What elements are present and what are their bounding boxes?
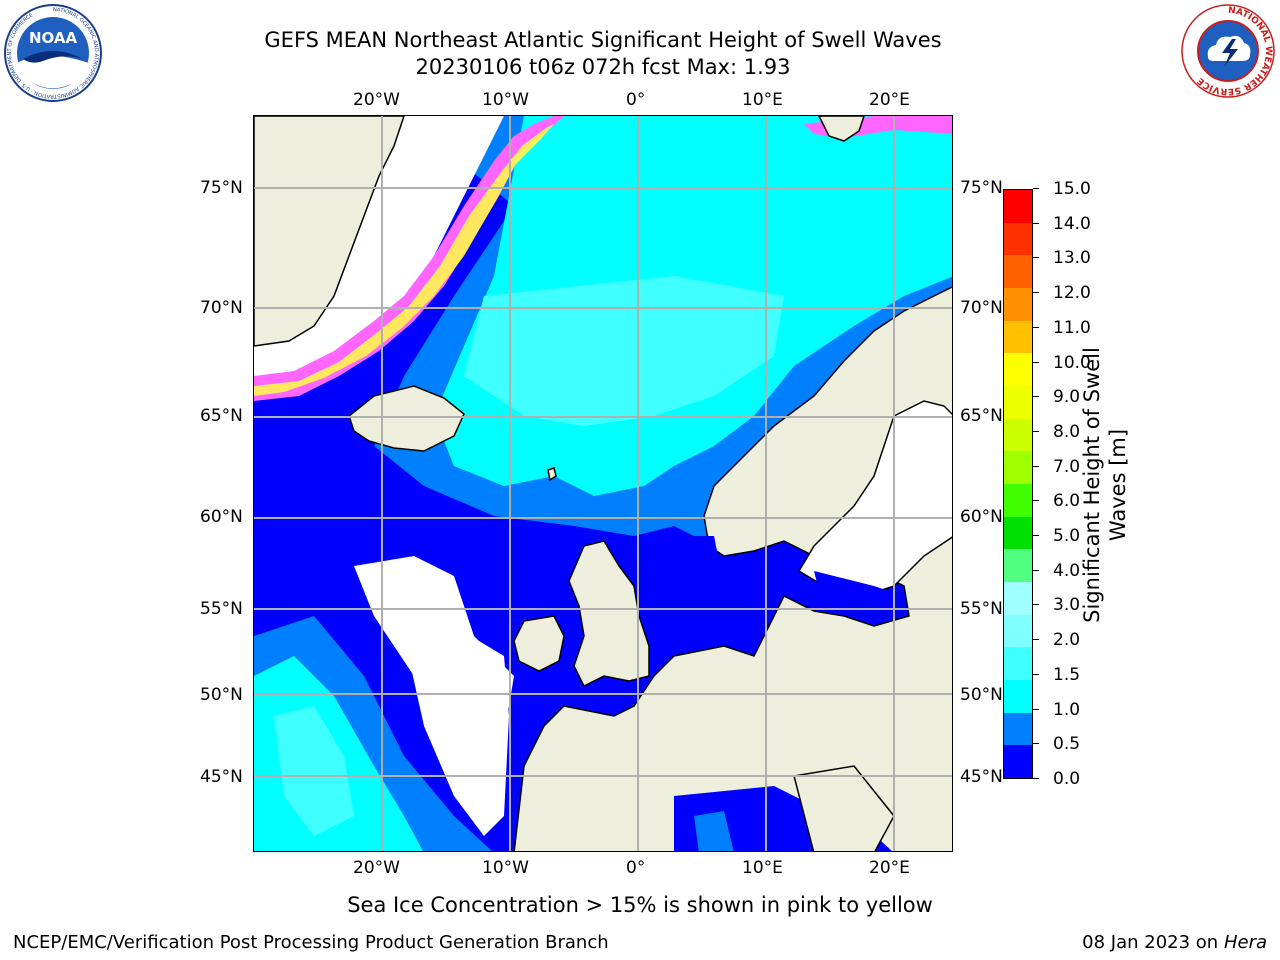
colorbar-tick-label: 5.0 [1053,526,1080,546]
colorbar-tick-label: 15.0 [1053,179,1091,199]
colorbar-tickmark [1033,570,1039,571]
colorbar-segment [1004,288,1032,321]
colorbar-tickmark [1033,743,1039,744]
colorbar-tickmark [1033,535,1039,536]
colorbar-segment [1004,712,1032,745]
colorbar-tickmark [1033,431,1039,432]
lon-label-bottom-10w: 10°W [482,858,529,878]
noaa-logo-text: NOAA [29,29,78,47]
colorbar-segment [1004,582,1032,615]
lat-label-left-65n: 65°N [200,406,243,426]
colorbar-tick-label: 7.0 [1053,457,1080,477]
colorbar-tickmark [1033,396,1039,397]
lon-label-top-10w: 10°W [482,90,529,110]
lat-label-right-55n: 55°N [960,599,1003,619]
chart-title: GEFS MEAN Northeast Atlantic Significant… [0,27,1206,53]
lat-label-left-60n: 60°N [200,507,243,527]
colorbar-tickmark [1033,709,1039,710]
colorbar-tick-label: 9.0 [1053,387,1080,407]
colorbar-tick-label: 1.0 [1053,700,1080,720]
colorbar-tickmark [1033,362,1039,363]
lat-label-right-60n: 60°N [960,507,1003,527]
colorbar-tick-label: 10.0 [1053,353,1091,373]
colorbar-segment [1004,320,1032,353]
colorbar-segment [1004,680,1032,713]
colorbar-segment [1004,451,1032,484]
colorbar-tickmark [1033,778,1039,779]
lat-label-left-70n: 70°N [200,298,243,318]
colorbar [1003,189,1033,779]
nws-logo: NATIONAL WEATHER SERVICE [1180,3,1276,99]
colorbar-tick-label: 8.0 [1053,422,1080,442]
colorbar-segment [1004,255,1032,288]
lat-label-right-65n: 65°N [960,406,1003,426]
lon-label-top-20e: 20°E [869,90,910,110]
lon-label-bottom-20w: 20°W [353,858,400,878]
map-canvas [254,116,953,852]
colorbar-tick-label: 4.0 [1053,561,1080,581]
noaa-logo: NOAA NATIONAL OCEANIC AND ATMOSPHERIC AD… [3,3,103,103]
footer-date-text: 08 Jan 2023 on [1082,932,1224,953]
colorbar-tick-label: 3.0 [1053,595,1080,615]
colorbar-tick-label: 11.0 [1053,318,1091,338]
lon-label-bottom-10e: 10°E [742,858,783,878]
colorbar-segment [1004,190,1032,223]
colorbar-segment [1004,222,1032,255]
colorbar-tick-label: 14.0 [1053,214,1091,234]
colorbar-segment [1004,745,1032,778]
chart-subtitle: 20230106 t06z 072h fcst Max: 1.93 [0,54,1206,80]
colorbar-label: Significant Height of Swell Waves [m] [1079,325,1131,645]
colorbar-segment [1004,418,1032,451]
colorbar-tick-label: 1.5 [1053,665,1080,685]
colorbar-segment [1004,647,1032,680]
colorbar-segment [1004,614,1032,647]
lon-label-bottom-0: 0° [626,858,645,878]
colorbar-tickmark [1033,674,1039,675]
colorbar-segment [1004,484,1032,517]
swell-height-map [253,115,953,852]
lon-label-top-20w: 20°W [353,90,400,110]
lat-label-right-50n: 50°N [960,685,1003,705]
colorbar-tick-label: 6.0 [1053,491,1080,511]
colorbar-segment [1004,353,1032,386]
colorbar-tick-label: 13.0 [1053,248,1091,268]
colorbar-segment [1004,549,1032,582]
lon-label-top-10e: 10°E [742,90,783,110]
colorbar-tickmark [1033,466,1039,467]
lat-label-right-45n: 45°N [960,767,1003,787]
footer-credit: NCEP/EMC/Verification Post Processing Pr… [13,932,609,954]
lat-label-right-70n: 70°N [960,298,1003,318]
footer-host: Hera [1224,932,1267,953]
colorbar-segment [1004,516,1032,549]
colorbar-tickmark [1033,639,1039,640]
colorbar-tickmark [1033,223,1039,224]
colorbar-tickmark [1033,500,1039,501]
lat-label-left-75n: 75°N [200,178,243,198]
colorbar-tick-label: 0.5 [1053,734,1080,754]
colorbar-tickmark [1033,188,1039,189]
colorbar-tick-label: 0.0 [1053,769,1080,789]
colorbar-segment [1004,386,1032,419]
colorbar-tickmark [1033,604,1039,605]
colorbar-tick-label: 12.0 [1053,283,1091,303]
colorbar-tickmark [1033,327,1039,328]
lat-label-left-55n: 55°N [200,599,243,619]
lon-label-bottom-20e: 20°E [869,858,910,878]
colorbar-tickmark [1033,292,1039,293]
footer-date: 08 Jan 2023 on Hera [1082,932,1267,954]
colorbar-tick-label: 2.0 [1053,630,1080,650]
lon-label-top-0: 0° [626,90,645,110]
lat-label-right-75n: 75°N [960,178,1003,198]
sea-ice-note: Sea Ice Concentration > 15% is shown in … [0,892,1280,918]
lat-label-left-45n: 45°N [200,767,243,787]
lat-label-left-50n: 50°N [200,685,243,705]
colorbar-tickmark [1033,257,1039,258]
